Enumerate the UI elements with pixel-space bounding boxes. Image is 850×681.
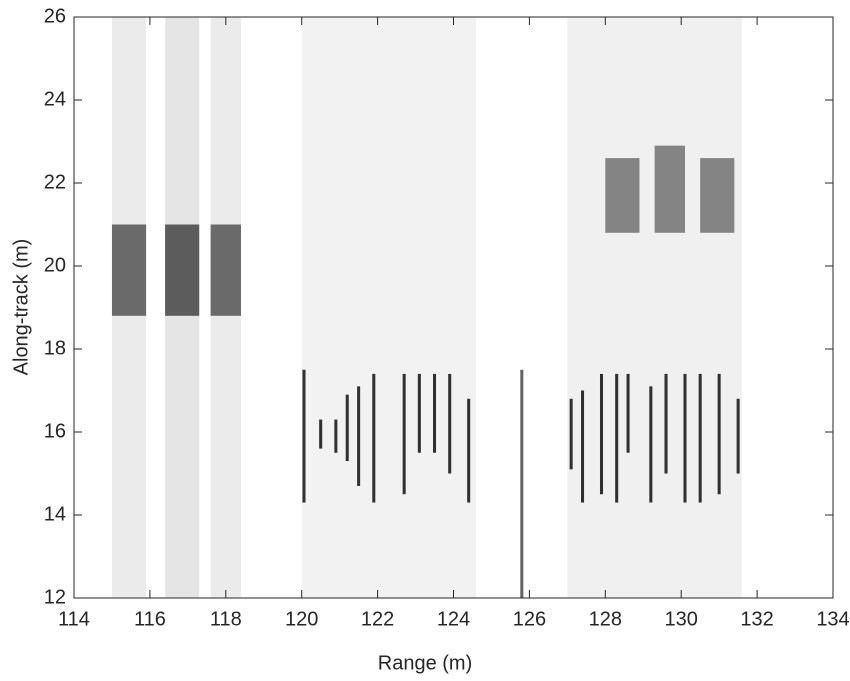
intensity-block (683, 373, 687, 503)
plot-area (74, 17, 833, 598)
intensity-block (402, 373, 406, 495)
intensity-block (605, 158, 640, 233)
x-tick-label: 122 (361, 608, 394, 630)
x-tick-label: 126 (513, 608, 546, 630)
intensity-block (467, 398, 471, 503)
intensity-block (302, 369, 306, 503)
y-tick-label: 14 (44, 503, 66, 525)
x-tick-label: 130 (665, 608, 698, 630)
intensity-block (345, 394, 349, 462)
x-axis-label: Range (m) (378, 652, 472, 674)
y-tick-label: 16 (44, 420, 66, 442)
x-tick-label: 116 (134, 608, 166, 630)
intensity-block (599, 373, 604, 495)
intensity-block (357, 386, 361, 486)
intensity-block (165, 224, 200, 316)
x-tick-label: 124 (437, 608, 470, 630)
x-tick-label: 128 (589, 608, 622, 630)
y-tick-label: 22 (44, 171, 66, 193)
intensity-block (319, 419, 323, 449)
intensity-block (717, 373, 721, 495)
intensity-block (111, 224, 147, 316)
x-tick-label: 118 (210, 608, 242, 630)
intensity-block (649, 386, 653, 503)
intensity-block (569, 398, 573, 470)
intensity-block (301, 17, 477, 598)
intensity-block (615, 373, 619, 503)
intensity-block (581, 390, 585, 503)
y-tick-label: 26 (44, 5, 66, 27)
intensity-block (417, 373, 421, 453)
intensity-block (736, 398, 740, 474)
intensity-block (700, 158, 735, 233)
intensity-block (520, 369, 524, 598)
intensity-block (664, 373, 668, 474)
intensity-block (433, 373, 437, 453)
intensity-block (654, 145, 685, 233)
x-tick-label: 132 (740, 608, 773, 630)
y-tick-label: 12 (44, 586, 66, 608)
x-tick-label: 114 (58, 608, 90, 630)
intensity-block (448, 373, 452, 474)
intensity-block (626, 373, 630, 453)
intensity-block (372, 373, 376, 503)
y-axis-label: Along-track (m) (10, 239, 32, 376)
intensity-block (210, 224, 241, 316)
intensity-block (698, 373, 702, 503)
y-tick-label: 24 (44, 88, 66, 110)
x-tick-label: 120 (285, 608, 318, 630)
x-tick-label: 134 (816, 608, 849, 630)
y-tick-label: 18 (44, 337, 66, 359)
intensity-block (334, 419, 338, 453)
y-tick-label: 20 (44, 254, 66, 276)
intensity-block (567, 17, 742, 598)
